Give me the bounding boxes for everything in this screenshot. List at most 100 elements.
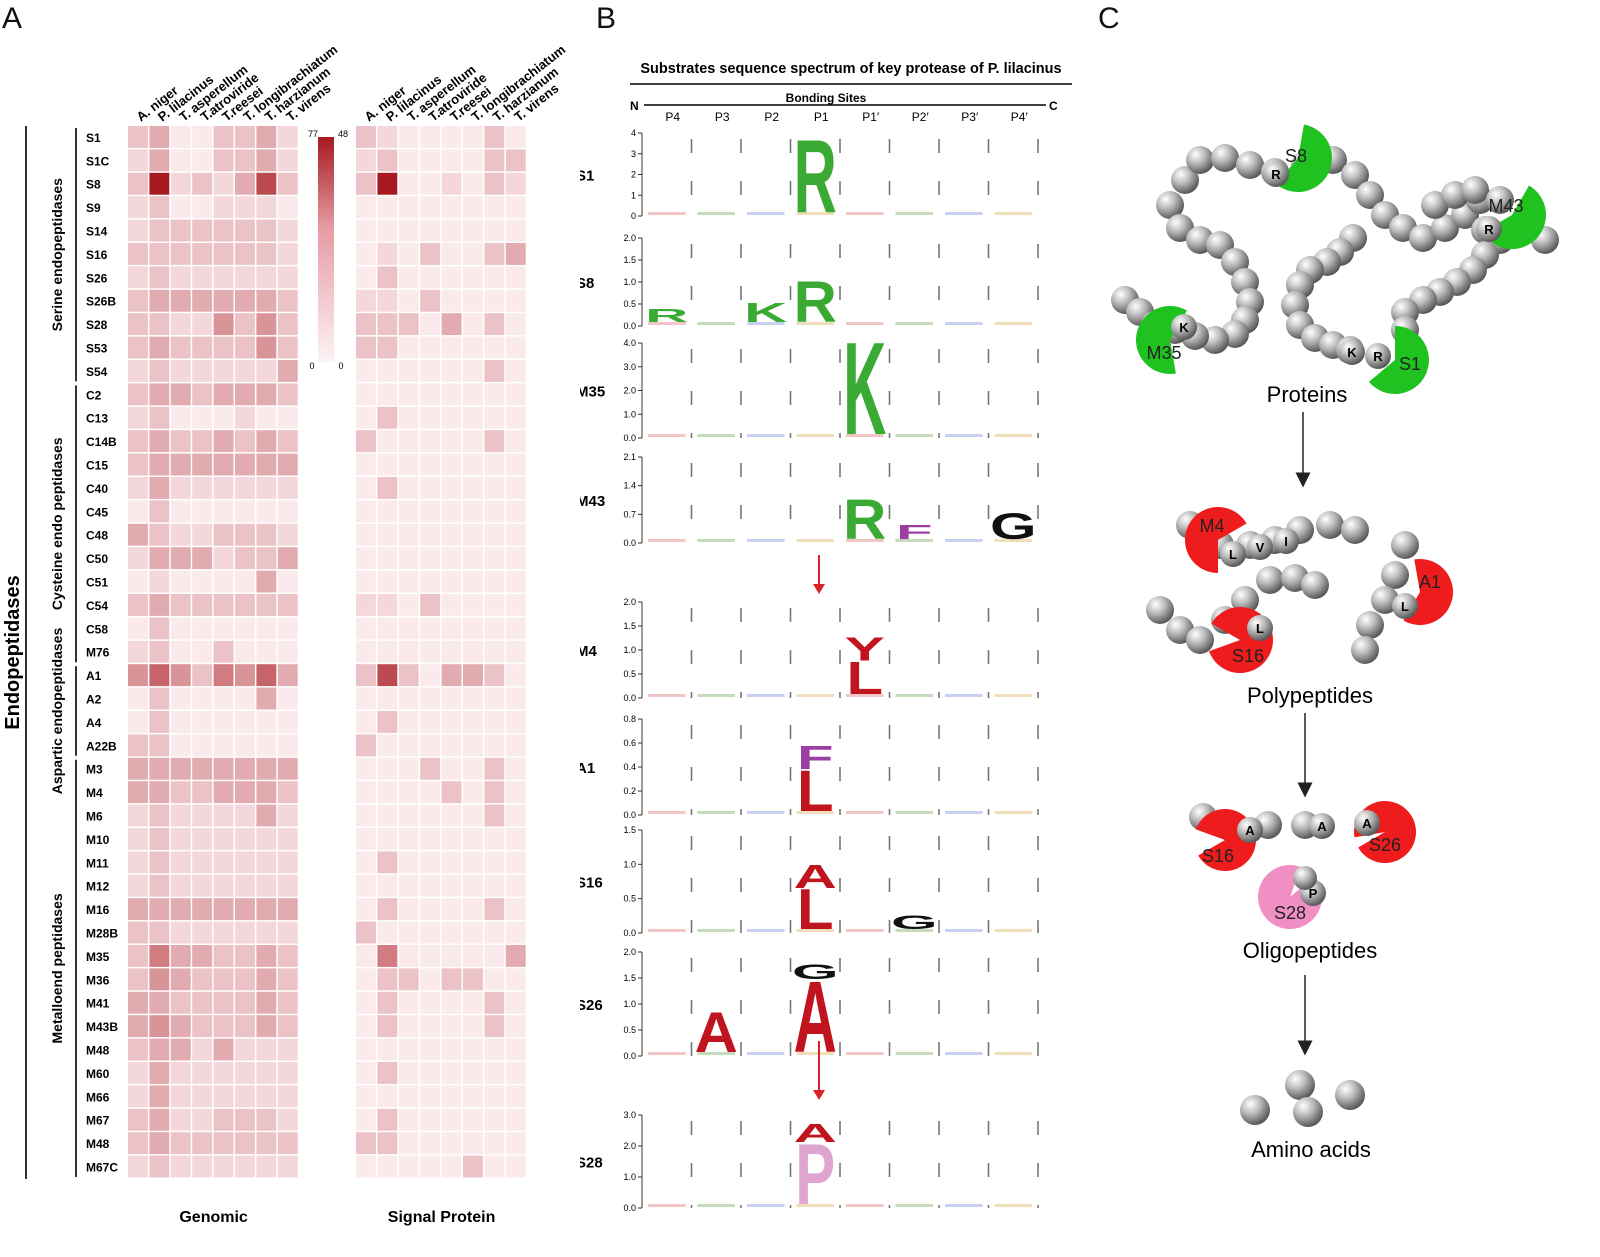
genomic-cell [192, 477, 213, 499]
signal-cell [398, 172, 419, 195]
genomic-cell [256, 874, 277, 897]
amino-acid-ball [1365, 343, 1391, 369]
signal-cell [463, 757, 483, 780]
signal-cell [398, 219, 419, 242]
logo-row-label: S1 [580, 168, 594, 185]
logo-tick-label: 2.0 [623, 386, 636, 396]
signal-cell [484, 1062, 505, 1084]
genomic-cell [192, 1108, 213, 1131]
signal-cell [463, 594, 483, 616]
genomic-cell [192, 828, 213, 850]
signal-cell [505, 196, 526, 219]
logo-row-label: S28 [580, 1155, 603, 1172]
logo-noise [796, 929, 834, 932]
logo-letter: A [794, 1118, 837, 1147]
signal-cell [377, 991, 398, 1014]
amino-acid-ball [1273, 528, 1299, 554]
genomic-cell [256, 594, 277, 616]
genomic-cell [277, 243, 298, 265]
row-label: C40 [86, 482, 108, 496]
signal-cell [377, 594, 398, 616]
residue-label: I [1284, 534, 1288, 549]
signal-cell [505, 1085, 526, 1108]
genomic-cell [277, 828, 298, 850]
genomic-cell [213, 500, 234, 523]
signal-cell [484, 1085, 505, 1108]
signal-cell [484, 336, 505, 359]
stage-oligopeptides: Oligopeptides [1243, 938, 1378, 963]
signal-cell [420, 360, 441, 382]
group-label: Metalloend peptidases [49, 893, 65, 1043]
signal-cell [356, 266, 376, 289]
signal-cell [420, 991, 441, 1014]
genomic-cell [213, 126, 234, 148]
logo-tick-label: 1.5 [623, 621, 636, 631]
genomic-cell [277, 898, 298, 921]
row-label: A22B [86, 739, 117, 753]
signal-cell [463, 289, 483, 312]
genomic-cell [128, 149, 148, 172]
genomic-cell [149, 219, 170, 242]
signal-cell [463, 500, 483, 523]
genomic-cell [192, 500, 213, 523]
signal-cell [377, 1038, 398, 1061]
signal-cell [356, 406, 376, 429]
genomic-cell [149, 1155, 170, 1178]
signal-cell [463, 243, 483, 265]
enzyme-m4 [1185, 506, 1247, 573]
signal-cell [356, 196, 376, 219]
row-label: C2 [86, 388, 102, 402]
logo-letter: A [794, 858, 837, 895]
logo-tick-label: 0.0 [623, 810, 636, 820]
logo-letter: A [794, 961, 837, 1074]
genomic-cell [277, 383, 298, 406]
logo-noise [648, 539, 686, 542]
genomic-cell [235, 1062, 255, 1084]
signal-cell [398, 453, 419, 476]
enzyme-s28-label: S28 [1274, 903, 1306, 923]
genomic-cell [256, 664, 277, 687]
signal-cell [505, 523, 526, 546]
logo-tick-label: 1.0 [623, 409, 636, 419]
signal-cell [441, 336, 462, 359]
signal-cell [441, 1015, 462, 1038]
enzyme-s26-label: S26 [1369, 835, 1401, 855]
signal-cell [377, 1108, 398, 1131]
enzyme-s1-label: S1 [1399, 354, 1421, 374]
logo-noise [895, 322, 933, 325]
logo-noise [697, 1204, 735, 1207]
signal-cell [441, 921, 462, 944]
outer-group-label: Endopeptidases [2, 575, 24, 729]
amino-acid-ball [1356, 611, 1384, 639]
genomic-cell [256, 734, 277, 757]
signal-cell [441, 734, 462, 757]
logo-noise [994, 539, 1032, 542]
genomic-cell [149, 453, 170, 476]
signal-cell [420, 1108, 441, 1131]
signal-cell [398, 196, 419, 219]
logo-noise [846, 322, 884, 325]
logo-noise [747, 322, 785, 325]
genomic-cell [192, 664, 213, 687]
signal-cell [377, 1015, 398, 1038]
signal-cell [356, 968, 376, 991]
signal-cell [441, 1085, 462, 1108]
genomic-cell [277, 851, 298, 874]
genomic-cell [213, 617, 234, 640]
signal-cell [505, 430, 526, 453]
signal-cell [484, 594, 505, 616]
genomic-cell [277, 594, 298, 616]
row-label: S1C [86, 154, 110, 168]
genomic-cell [170, 336, 191, 359]
genomic-cell [277, 289, 298, 312]
signal-cell [463, 547, 483, 570]
signal-cell [484, 289, 505, 312]
enzyme-s8 [1276, 124, 1332, 192]
genomic-cell [170, 1015, 191, 1038]
signal-cell [420, 336, 441, 359]
logo-noise [796, 322, 834, 325]
signal-cell [484, 149, 505, 172]
row-label: A2 [86, 693, 102, 707]
genomic-cell [170, 851, 191, 874]
scale-min-signal: 0 [338, 361, 343, 371]
